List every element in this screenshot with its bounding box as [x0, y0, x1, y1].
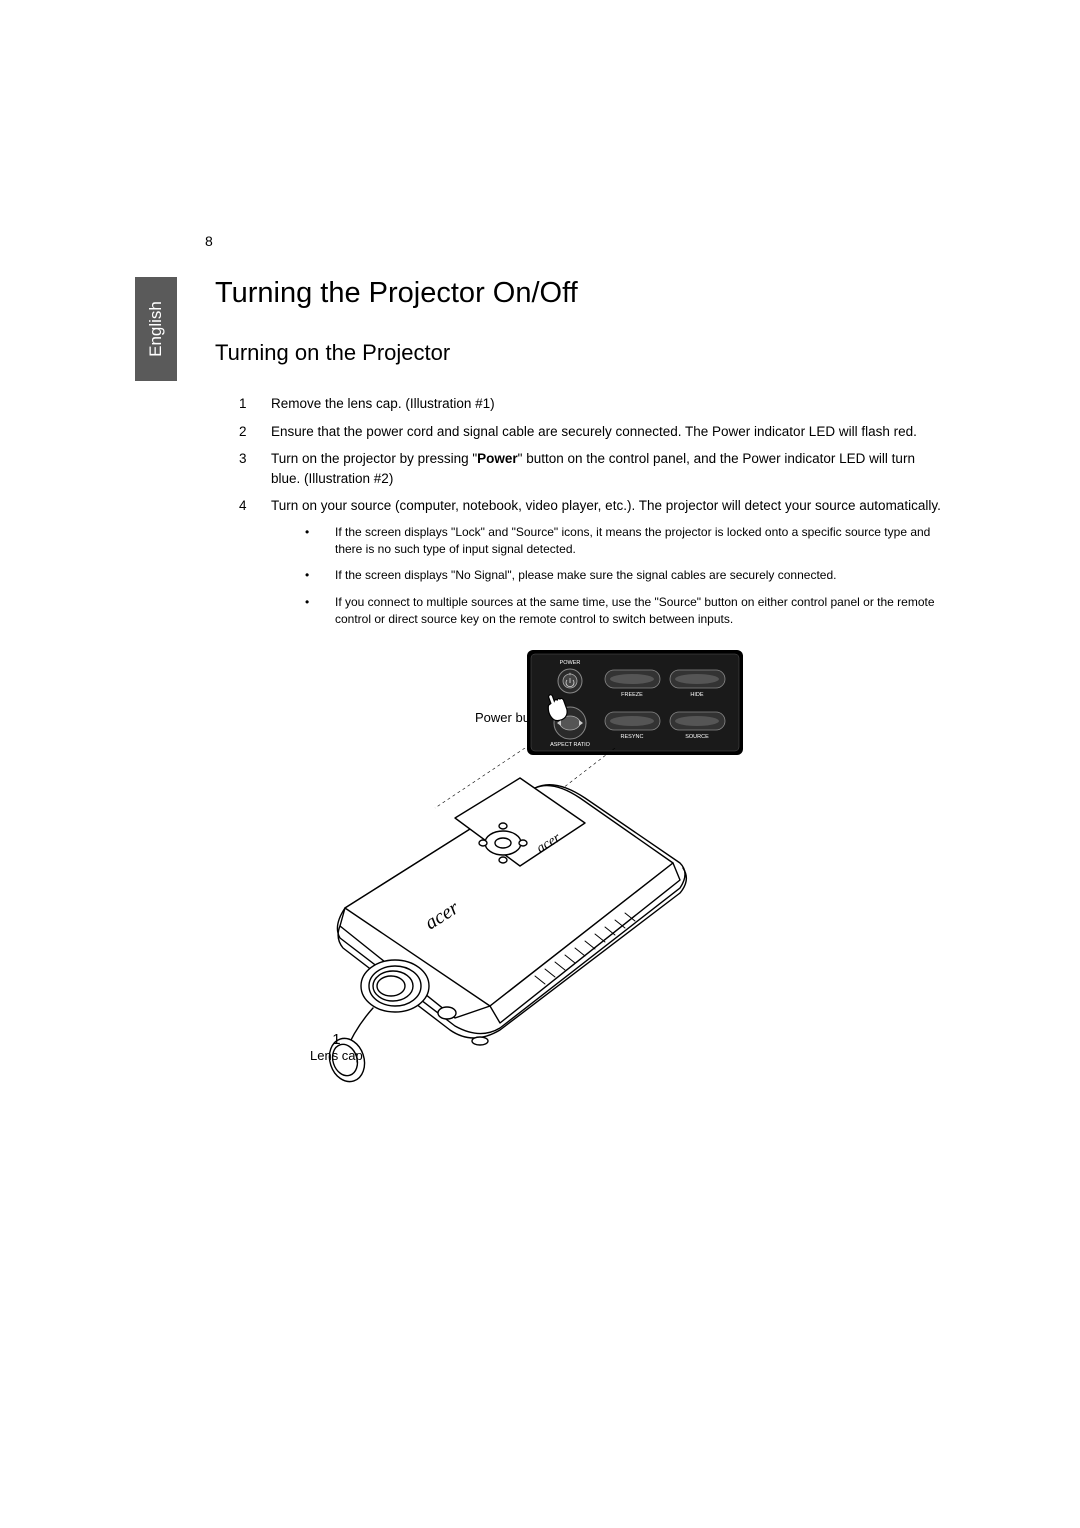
step-item: 2 Ensure that the power cord and signal …	[239, 422, 945, 442]
bullet-icon: •	[305, 567, 335, 584]
language-label: English	[146, 301, 166, 357]
step-number: 3	[239, 449, 271, 488]
substep-item: • If you connect to multiple sources at …	[305, 594, 945, 628]
step-text: Turn on your source (computer, notebook,…	[271, 496, 945, 516]
main-content: Turning the Projector On/Off Turning on …	[215, 277, 945, 1098]
bullet-icon: •	[305, 524, 335, 558]
step-item: 4 Turn on your source (computer, noteboo…	[239, 496, 945, 516]
language-tab: English	[135, 277, 177, 381]
step-text: Remove the lens cap. (Illustration #1)	[271, 394, 945, 414]
illustration-area: 2 Power button POWER FREEZE HIDE	[215, 648, 945, 1098]
panel-freeze-label: FREEZE	[621, 692, 643, 698]
step-text: Turn on the projector by pressing "Power…	[271, 449, 945, 488]
step-text: Ensure that the power cord and signal ca…	[271, 422, 945, 442]
substep-text: If you connect to multiple sources at th…	[335, 594, 945, 628]
substep-item: • If the screen displays "No Signal", pl…	[305, 567, 945, 584]
bullet-icon: •	[305, 594, 335, 628]
panel-power-label: POWER	[560, 660, 581, 666]
substep-text: If the screen displays "Lock" and "Sourc…	[335, 524, 945, 558]
step-number: 2	[239, 422, 271, 442]
callout-text: Lens cap	[310, 1048, 363, 1063]
page-number: 8	[205, 233, 213, 249]
step-number: 4	[239, 496, 271, 516]
step-item: 1 Remove the lens cap. (Illustration #1)	[239, 394, 945, 414]
callout-number: 1	[310, 1031, 363, 1048]
steps-list: 1 Remove the lens cap. (Illustration #1)…	[239, 394, 945, 516]
step-item: 3 Turn on the projector by pressing "Pow…	[239, 449, 945, 488]
callout-label-1: 1 Lens cap	[310, 1031, 363, 1063]
substep-text: If the screen displays "No Signal", plea…	[335, 567, 945, 584]
page-title: Turning the Projector On/Off	[215, 277, 945, 310]
step-number: 1	[239, 394, 271, 414]
section-title: Turning on the Projector	[215, 340, 945, 366]
panel-hide-label: HIDE	[690, 692, 703, 698]
substep-item: • If the screen displays "Lock" and "Sou…	[305, 524, 945, 558]
substeps-list: • If the screen displays "Lock" and "Sou…	[305, 524, 945, 628]
